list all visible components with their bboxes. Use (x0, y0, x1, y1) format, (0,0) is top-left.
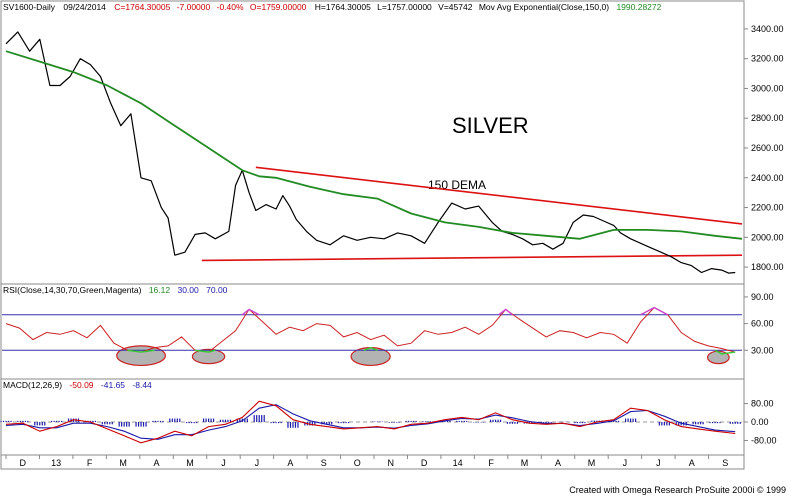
x-tick-label: J (221, 458, 226, 468)
series-oversold (195, 349, 216, 353)
high-label: H=1764.30005 (315, 2, 371, 12)
price-y-tick-label: 3400.00 (751, 24, 784, 34)
x-tick-label: M (186, 458, 194, 468)
price-y-tick-label: 3000.00 (751, 83, 784, 93)
rsi-high: 70.00 (206, 285, 228, 295)
open-label: O=1759.00000 (250, 2, 307, 12)
price-y-tick-label: 2400.00 (751, 173, 784, 183)
macd-value: -50.09 (69, 380, 93, 390)
x-tick-label: D (421, 458, 428, 468)
series-price (5, 31, 736, 274)
rsi-y-tick-label: 60.00 (751, 319, 774, 329)
x-tick-label: S (321, 458, 327, 468)
trendline-lower (201, 254, 743, 262)
svg-text:SV1600-Daily 09/24/2014: SV1600-Daily 09/24/2014 C=1764.30005 -7.… (3, 2, 662, 12)
series-overbought (498, 308, 513, 316)
rsi-oversold-oval (191, 348, 226, 365)
rsi-value: 16.12 (149, 285, 171, 295)
x-tick-label: M (588, 458, 596, 468)
indicator-label: Mov Avg Exponential(Close,150,0) (479, 2, 609, 12)
x-tick-label: O (354, 458, 361, 468)
series-ema (5, 50, 743, 240)
macd-panel (0, 378, 745, 456)
x-tick-label: F (488, 458, 494, 468)
price-y-tick-label: 1800.00 (751, 262, 784, 272)
chart-marks: 1800.00 2000.00 2200.00 2400.00 2600.00 2800.… (0, 24, 784, 468)
x-tick-label: N (387, 458, 394, 468)
close-label: C=1764.30005 (114, 2, 170, 12)
series-oversold (714, 349, 736, 355)
low-label: L=1757.00000 (377, 2, 432, 12)
price-y-tick-label: 2600.00 (751, 143, 784, 153)
x-tick-label: J (656, 458, 661, 468)
trendline-upper (255, 166, 743, 225)
x-tick-label: A (689, 458, 695, 468)
x-tick-label: A (154, 458, 160, 468)
svg-text:MACD(12,26,9) -50.09 -: MACD(12,26,9) -50.09 -41.65 -8.44 (3, 380, 152, 390)
macd-hist-value: -8.44 (132, 380, 152, 390)
series-oversold (363, 346, 378, 351)
dema-label: 150 DEMA (428, 178, 486, 192)
series-macd (5, 400, 736, 444)
rsi-low: 30.00 (177, 285, 199, 295)
x-tick-label: M (521, 458, 529, 468)
chart-title: SILVER (452, 113, 529, 138)
footer-credit: Created with Omega Research ProSuite 200… (569, 485, 786, 495)
symbol-label: SV1600-Daily (3, 2, 56, 12)
price-panel (0, 0, 745, 285)
x-tick-label: F (87, 458, 93, 468)
series-overbought (241, 308, 260, 316)
change-pct-label: -0.40% (217, 2, 244, 12)
macd-signal-value: -41.65 (101, 380, 125, 390)
rsi-y-tick-label: 90.00 (751, 292, 774, 302)
x-tick-label: J (623, 458, 628, 468)
x-tick-label: M (119, 458, 127, 468)
macd-y-tick-label: 0.00 (751, 417, 769, 427)
series-oversold (127, 349, 155, 353)
indicator-value: 1990.28272 (616, 2, 661, 12)
macd-label: MACD(12,26,9) (3, 380, 62, 390)
date-axis (0, 454, 745, 470)
macd-y-tick-label: 80.00 (751, 399, 774, 409)
x-tick-label: 13 (51, 458, 61, 468)
x-tick-label: S (722, 458, 728, 468)
price-y-tick-label: 3200.00 (751, 54, 784, 64)
date-label: 09/24/2014 (63, 2, 106, 12)
svg-text:RSI(Close,14,30,70,Green,Magen: RSI(Close,14,30,70,Green,Magenta) 16.12 … (3, 285, 228, 295)
volume-label: V=45742 (438, 2, 473, 12)
price-y-tick-label: 2800.00 (751, 113, 784, 123)
x-tick-label: A (287, 458, 293, 468)
change-label: -7.00000 (177, 2, 211, 12)
x-tick-label: J (255, 458, 260, 468)
x-tick-label: 14 (453, 458, 463, 468)
rsi-label: RSI(Close,14,30,70,Green,Magenta) (3, 285, 142, 295)
series-overbought (640, 306, 669, 316)
macd-y-tick-label: -80.00 (751, 435, 777, 445)
price-y-tick-label: 2200.00 (751, 203, 784, 213)
x-tick-label: D (19, 458, 26, 468)
price-y-tick-label: 2000.00 (751, 232, 784, 242)
rsi-y-tick-label: 30.00 (751, 345, 774, 355)
x-tick-label: A (555, 458, 561, 468)
